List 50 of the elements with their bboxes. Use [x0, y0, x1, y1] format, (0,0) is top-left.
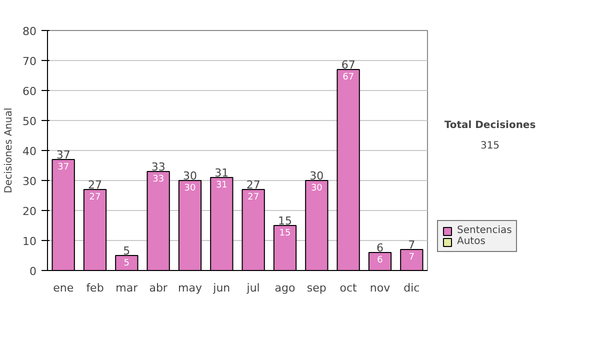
y-tick-label: 10	[22, 235, 37, 248]
data-label: 31	[216, 180, 228, 190]
total-label: 27	[88, 178, 102, 192]
total-label: 15	[278, 214, 292, 228]
text: Total Decisiones	[444, 120, 536, 131]
legend-label: Sentencias	[457, 225, 512, 236]
total-label: 67	[341, 58, 356, 72]
data-label: 6	[377, 256, 384, 266]
x-tick-label: abr	[149, 282, 168, 294]
total-label: 37	[56, 148, 70, 162]
x-tick-label: oct	[340, 282, 358, 294]
data-label: 27	[89, 192, 101, 202]
y-tick-label: 50	[22, 115, 37, 128]
data-label: 27	[248, 192, 260, 202]
x-tick-label: mar	[116, 282, 138, 294]
x-tick-label: ago	[274, 282, 296, 294]
data-label: 37	[58, 162, 70, 172]
y-tick-label: 70	[22, 55, 37, 68]
x-tick-label: jun	[212, 282, 230, 294]
data-label: 33	[152, 174, 164, 184]
data-label: 30	[184, 184, 196, 194]
y-tick-label: 20	[22, 205, 37, 218]
legend-label: Autos	[457, 236, 486, 248]
total-label: 6	[376, 242, 384, 254]
data-label: 5	[124, 258, 130, 268]
total-label: 33	[151, 160, 166, 174]
y-tick-label: 0	[30, 265, 36, 278]
x-tick-label: feb	[86, 282, 104, 294]
x-tick-label: ene	[53, 282, 74, 294]
data-label: 7	[408, 252, 415, 262]
y-axis-title: Decisiones Anual	[4, 108, 15, 194]
y-tick-label: 80	[22, 25, 37, 38]
y-tick-label: 60	[22, 85, 37, 98]
x-tick-label: dic	[404, 282, 420, 294]
x-tick-label: nov	[370, 282, 391, 294]
data-label: 15	[279, 228, 291, 238]
total-label: 27	[246, 178, 260, 192]
text: 315	[480, 140, 500, 152]
x-tick-label: sep	[306, 282, 326, 294]
data-label: 67	[342, 72, 354, 82]
total-label: 5	[123, 244, 130, 258]
x-tick-label: jul	[246, 282, 260, 294]
y-tick-label: 40	[22, 145, 37, 158]
total-label: 7	[408, 238, 416, 252]
total-label: 30	[310, 170, 324, 182]
x-tick-label: may	[178, 282, 202, 294]
total-label: 31	[214, 166, 229, 180]
data-label: 30	[310, 184, 323, 194]
y-tick-label: 30	[22, 175, 37, 188]
total-label: 30	[183, 170, 197, 182]
